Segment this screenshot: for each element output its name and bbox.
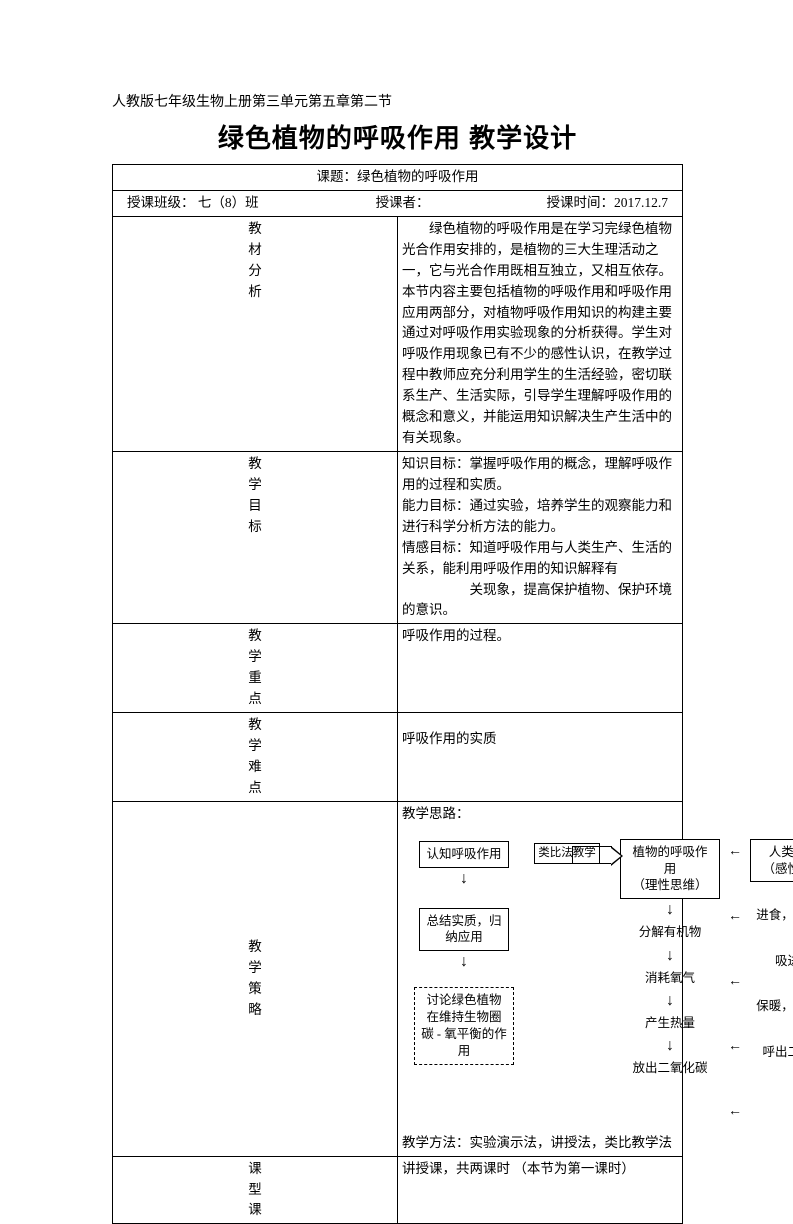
topic-row: 课题：绿色植物的呼吸作用: [113, 165, 683, 191]
flow-text-consume-o2: 消耗氧气: [645, 967, 695, 990]
keypoint-label: 教学重点: [113, 624, 398, 713]
flowchart: 认知呼吸作用 ↓ 总结实质，归纳应用 ↓ 讨论绿色植物在维持生物圈碳 - 氧平衡…: [414, 839, 678, 1119]
arrow-down-icon: ↓: [666, 1038, 674, 1054]
topic-cell: 课题：绿色植物的呼吸作用: [113, 165, 683, 191]
lesson-plan-table: 课题：绿色植物的呼吸作用 授课班级： 七（8）班 授课者： 授课时间：2017.…: [112, 164, 683, 1224]
arrow-down-icon: ↓: [460, 871, 468, 887]
thought-title: 教学思路：: [402, 804, 678, 825]
arrow-down-icon: ↓: [666, 902, 674, 918]
arrow-down-icon: ↓: [666, 948, 674, 964]
flow-box-human-resp: 人类的呼吸 （感性认知）: [750, 839, 793, 883]
flow-col-1: 认知呼吸作用 ↓ 总结实质，归纳应用 ↓ 讨论绿色植物在维持生物圈碳 - 氧平衡…: [414, 839, 514, 1065]
lesson-type-row: 课型课 讲授课，共两课时 （本节为第一课时）: [113, 1156, 683, 1224]
flow-box-recognize: 认知呼吸作用: [419, 841, 508, 868]
goals-content: 知识目标：掌握呼吸作用的概念，理解呼吸作用的过程和实质。 能力目标：通过实验，培…: [398, 451, 683, 623]
arrow-left-icon: ←: [728, 1105, 742, 1119]
flow-text-heat: 产生热量: [645, 1012, 695, 1035]
arrow-down-icon: ↓: [666, 993, 674, 1009]
difficulty-content: 呼吸作用的实质: [398, 713, 683, 802]
goals-row: 教学目标 知识目标：掌握呼吸作用的概念，理解呼吸作用的过程和实质。 能力目标：通…: [113, 451, 683, 623]
material-label: 教材分析: [113, 216, 398, 451]
strategy-content: 教学思路： 认知呼吸作用 ↓ 总结实质，归纳应用 ↓ 讨论绿色植物在维持生物圈碳…: [398, 801, 683, 1156]
flow-text-exhale: 呼出二氧化碳: [762, 1041, 793, 1064]
strategy-label: 教学策略: [113, 801, 398, 1156]
date-info: 授课时间：2017.12.7: [547, 193, 669, 214]
arrow-left-icon: ←: [728, 1040, 742, 1054]
arrow-down-icon: ↓: [460, 954, 468, 970]
goals-label: 教学目标: [113, 451, 398, 623]
strategy-row: 教学策略 教学思路： 认知呼吸作用 ↓ 总结实质，归纳应用 ↓ 讨论绿色植物在维…: [113, 801, 683, 1156]
keypoint-row: 教学重点 呼吸作用的过程。: [113, 624, 683, 713]
arrow-left-icon: ←: [728, 845, 742, 859]
flow-text-inhale: 吸进氧气: [775, 950, 793, 973]
material-content: 绿色植物的呼吸作用是在学习完绿色植物光合作用安排的，是植物的三大生理活动之一，它…: [398, 216, 683, 451]
flow-text-decompose: 分解有机物: [639, 921, 702, 944]
flow-text-eat: 进食，吸收营养: [756, 904, 793, 927]
teacher-info: 授课者：: [376, 193, 430, 214]
keypoint-content: 呼吸作用的过程。: [398, 624, 683, 713]
teaching-method: 教学方法：实验演示法，讲授法，类比教学法: [402, 1133, 678, 1154]
flow-text-warm: 保暖，各项活动: [756, 995, 793, 1018]
lesson-type-content: 讲授课，共两课时 （本节为第一课时）: [398, 1156, 683, 1224]
lesson-type-label: 课型课: [113, 1156, 398, 1224]
difficulty-label: 教学难点: [113, 713, 398, 802]
difficulty-row: 教学难点 呼吸作用的实质: [113, 713, 683, 802]
info-cell: 授课班级： 七（8）班 授课者： 授课时间：2017.12.7: [113, 190, 683, 216]
flow-text-release-co2: 放出二氧化碳: [632, 1057, 707, 1080]
arrow-left-icon: ←: [728, 975, 742, 989]
class-info: 授课班级： 七（8）班: [127, 193, 259, 214]
flow-box-discuss: 讨论绿色植物在维持生物圈碳 - 氧平衡的作用: [414, 987, 514, 1065]
link-arrows: ← ← ← ← ←: [728, 839, 742, 1119]
analogy-col: 类比法教学: [522, 839, 612, 865]
flow-col-3: 人类的呼吸 （感性认知） ↓ 进食，吸收营养 ↓ 吸进氧气 ↓ 保暖，各项活动 …: [750, 839, 793, 1064]
flow-box-summary: 总结实质，归纳应用: [419, 908, 509, 952]
subtitle: 人教版七年级生物上册第三单元第五章第二节: [112, 92, 683, 113]
material-row: 教材分析 绿色植物的呼吸作用是在学习完绿色植物光合作用安排的，是植物的三大生理活…: [113, 216, 683, 451]
arrow-left-icon: ←: [728, 910, 742, 924]
flow-box-plant-resp: 植物的呼吸作用 （理性思维）: [620, 839, 720, 900]
arrow-right-icon: [572, 846, 612, 864]
main-title: 绿色植物的呼吸作用 教学设计: [112, 119, 683, 158]
flow-col-2: 植物的呼吸作用 （理性思维） ↓ 分解有机物 ↓ 消耗氧气 ↓ 产生热量 ↓ 放…: [620, 839, 720, 1081]
info-row: 授课班级： 七（8）班 授课者： 授课时间：2017.12.7: [113, 190, 683, 216]
